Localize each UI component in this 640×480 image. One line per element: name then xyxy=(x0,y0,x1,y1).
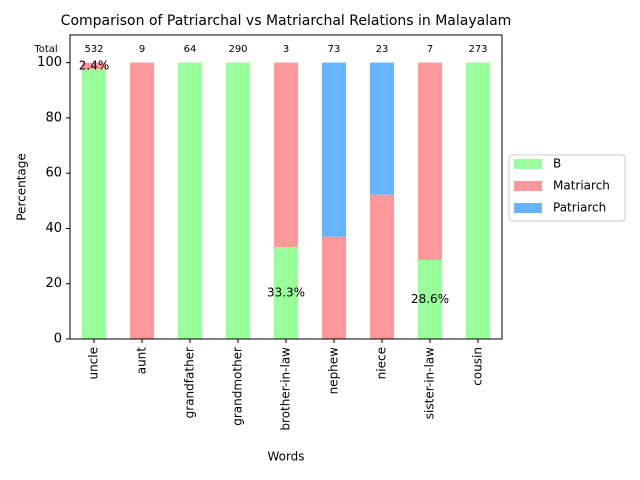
bar-segment xyxy=(82,69,106,339)
bar-segment xyxy=(322,236,346,339)
x-tick-label: grandfather xyxy=(183,347,197,418)
x-tick-label: sister-in-law xyxy=(423,347,437,419)
y-tick-label: 80 xyxy=(45,110,62,125)
total-label: 532 xyxy=(84,44,103,55)
x-axis-label: Words xyxy=(267,450,304,464)
x-tick-label: uncle xyxy=(87,347,101,380)
bar-segment xyxy=(226,62,250,340)
x-tick-label: cousin xyxy=(471,347,485,386)
value-label: 33.3% xyxy=(267,285,305,299)
total-label: 9 xyxy=(139,44,145,55)
total-label: 7 xyxy=(427,44,433,55)
legend-swatch xyxy=(514,203,542,213)
total-label: 23 xyxy=(376,44,389,55)
total-label: 273 xyxy=(468,44,487,55)
legend-swatch xyxy=(514,159,542,169)
bar-segment xyxy=(370,62,394,195)
legend-label: Matriarch xyxy=(553,179,610,193)
bar-segment xyxy=(130,62,154,340)
bar-segment xyxy=(274,62,298,247)
bar-segment xyxy=(466,62,490,340)
value-label: 28.6% xyxy=(411,292,449,306)
bar-segment xyxy=(418,259,442,339)
total-label: 64 xyxy=(184,44,197,55)
legend-label: B xyxy=(553,157,561,171)
x-tick-label: brother-in-law xyxy=(279,347,293,431)
y-tick-label: 100 xyxy=(37,55,62,70)
total-label: 290 xyxy=(228,44,247,55)
x-tick-label: nephew xyxy=(327,347,341,395)
x-tick-label: niece xyxy=(375,347,389,379)
bar-segment xyxy=(418,62,442,260)
bar-segment xyxy=(274,246,298,339)
x-tick-label: aunt xyxy=(135,347,149,375)
legend-swatch xyxy=(514,181,542,191)
y-tick-label: 60 xyxy=(45,166,62,181)
chart-title: Comparison of Patriarchal vs Matriarchal… xyxy=(61,13,512,29)
total-label: 73 xyxy=(328,44,341,55)
y-axis-label: Percentage xyxy=(15,153,29,221)
y-tick-label: 20 xyxy=(45,276,62,291)
totals-label: Total xyxy=(33,44,57,55)
legend-label: Patriarch xyxy=(553,201,606,215)
x-tick-label: grandmother xyxy=(231,347,245,426)
plot-frame xyxy=(69,34,503,340)
total-label: 3 xyxy=(283,44,289,55)
bar-segment xyxy=(322,62,346,237)
y-tick-label: 40 xyxy=(45,221,62,236)
value-label: 2.4% xyxy=(79,58,110,72)
y-tick-label: 0 xyxy=(54,332,62,347)
bar-segment xyxy=(82,62,106,70)
bar-segment xyxy=(370,194,394,339)
bar-segment xyxy=(178,62,202,340)
